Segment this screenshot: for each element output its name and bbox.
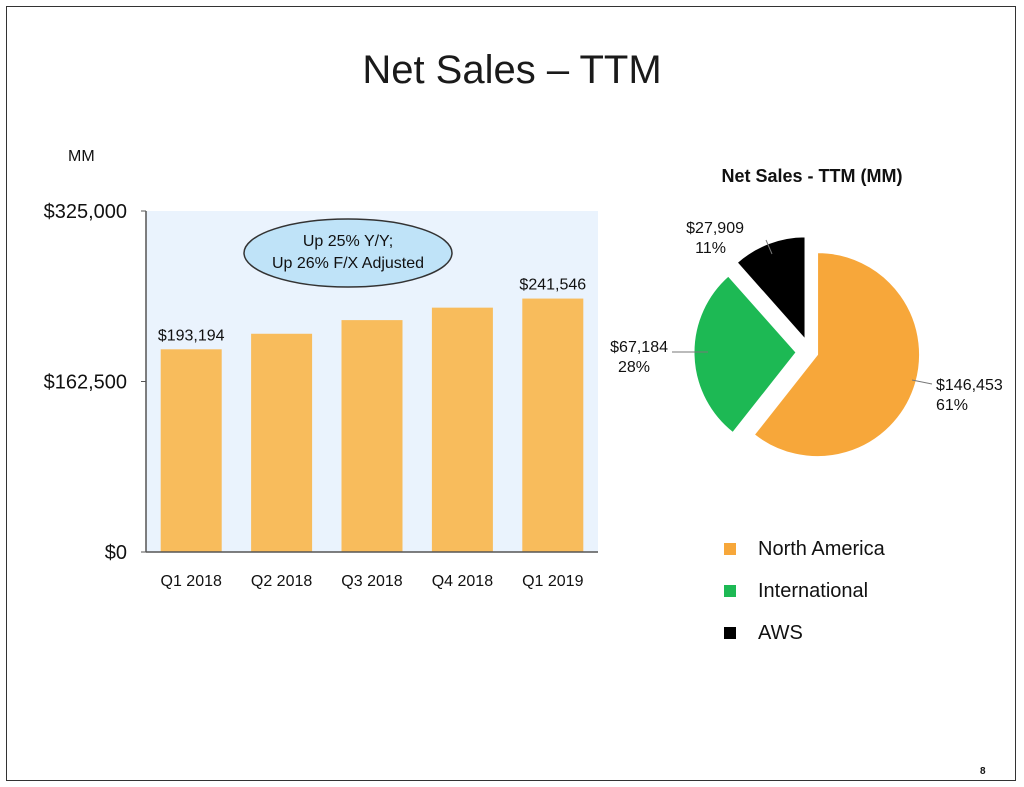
legend-label-north-america: North America [758, 537, 885, 560]
pie-percent-label: 11% [695, 240, 726, 257]
bar [341, 320, 403, 552]
x-tick-label: Q1 2019 [522, 573, 583, 590]
bar [251, 333, 313, 552]
pie-title: Net Sales - TTM (MM) [721, 166, 902, 186]
pie-slice [753, 252, 921, 458]
pie-value-label: $146,453 [936, 377, 1003, 394]
pie-percent-label: 28% [618, 359, 650, 376]
slide-title: Net Sales – TTM [362, 48, 662, 92]
annotation-line-1: Up 25% Y/Y; [303, 233, 393, 250]
x-tick-label: Q3 2018 [341, 573, 402, 590]
pie-slice [736, 236, 806, 341]
pie-leader-line [765, 239, 773, 255]
legend-swatch-international [724, 585, 736, 597]
y-tick-label: $162,500 [44, 372, 127, 394]
pie-percent-label: 61% [936, 397, 968, 414]
legend-swatch-north-america [724, 543, 736, 555]
x-tick-label: Q1 2018 [161, 573, 222, 590]
pie-legend: North America International AWS [724, 528, 885, 654]
bar-data-label: $193,194 [158, 327, 225, 344]
annotation-line-2: Up 26% F/X Adjusted [272, 255, 424, 272]
y-tick-label: $325,000 [44, 201, 127, 223]
annotation-bubble [243, 218, 453, 288]
pie-value-label: $67,184 [610, 339, 668, 356]
pie-value-label: $27,909 [686, 220, 744, 237]
page-number: 8 [980, 766, 986, 777]
bar [431, 307, 493, 552]
legend-label-aws: AWS [758, 621, 803, 644]
pie-slice [693, 275, 797, 434]
unit-label: MM [68, 148, 95, 165]
y-tick-label: $0 [105, 542, 127, 564]
bar [160, 349, 222, 552]
legend-item-north-america: North America [724, 528, 885, 570]
x-tick-label: Q4 2018 [432, 573, 493, 590]
bar [522, 298, 584, 552]
legend-item-aws: AWS [724, 612, 885, 654]
x-tick-label: Q2 2018 [251, 573, 312, 590]
pie-leader-line [911, 379, 933, 385]
legend-label-international: International [758, 579, 869, 602]
bar-data-label: $241,546 [519, 277, 586, 294]
slide-border [6, 6, 1016, 781]
legend-swatch-aws [724, 627, 736, 639]
legend-item-international: International [724, 570, 885, 612]
